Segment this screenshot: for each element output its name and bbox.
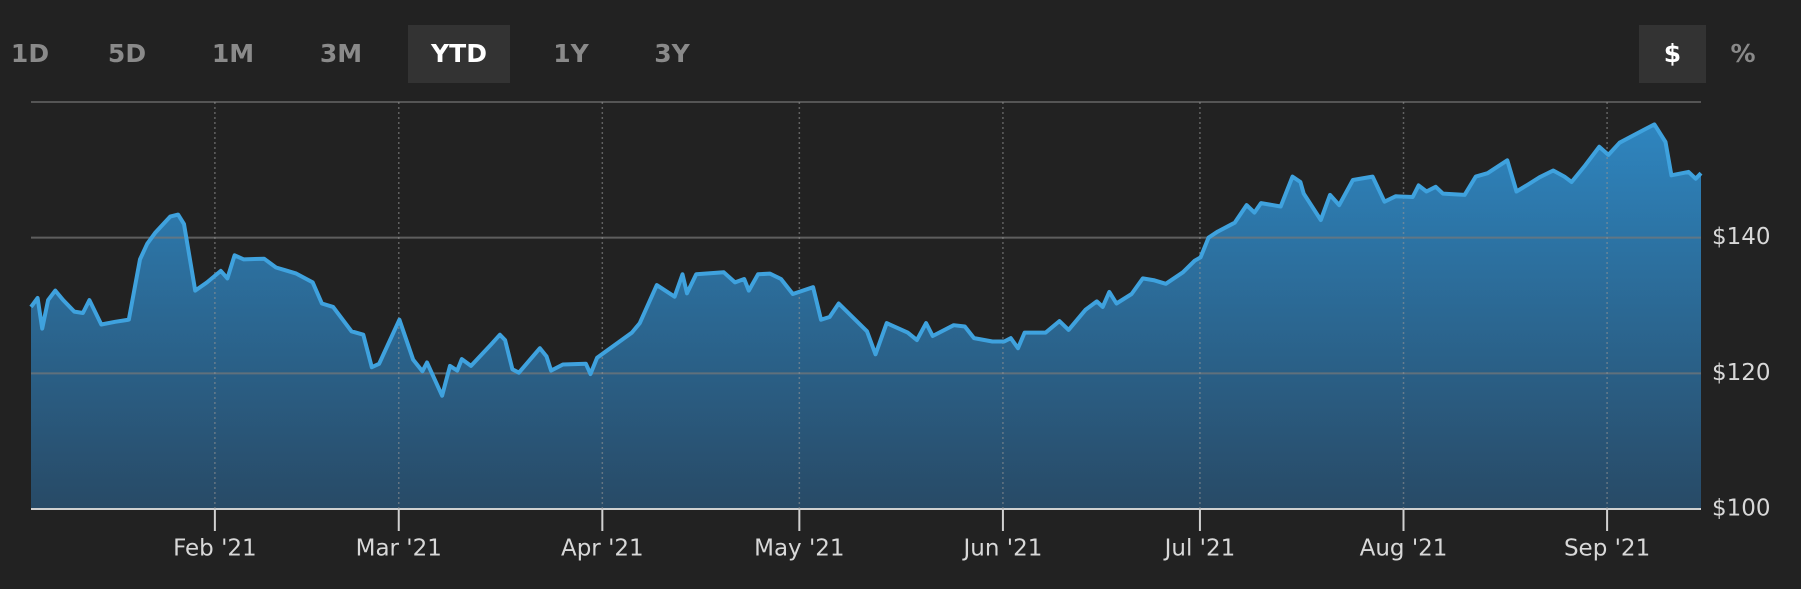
unit-button[interactable]: $ [1639, 25, 1706, 83]
x-tick-label: Apr '21 [561, 536, 644, 562]
y-tick-label: $140 [1712, 224, 1771, 250]
range-button[interactable]: 1Y [553, 39, 589, 68]
y-tick-label: $120 [1712, 360, 1771, 386]
x-tick-label: Jun '21 [962, 536, 1043, 562]
x-tick-label: May '21 [754, 536, 844, 562]
x-tick-label: Feb '21 [173, 536, 257, 562]
range-button[interactable]: 3Y [654, 39, 690, 68]
range-button[interactable]: 3M [319, 39, 363, 68]
range-button[interactable]: 1D [10, 39, 50, 68]
range-button[interactable]: 1M [211, 39, 255, 68]
x-tick-label: Aug '21 [1360, 536, 1448, 562]
x-tick-label: Sep '21 [1564, 536, 1650, 562]
x-tick-label: Jul '21 [1163, 536, 1236, 562]
area-fill [31, 124, 1701, 510]
x-tick-label: Mar '21 [356, 536, 442, 562]
range-button[interactable]: 5D [107, 39, 147, 68]
price-line [29, 122, 1703, 398]
unit-button[interactable]: % [1730, 39, 1756, 68]
y-tick-label: $100 [1712, 496, 1771, 522]
range-button[interactable]: YTD [408, 25, 510, 83]
